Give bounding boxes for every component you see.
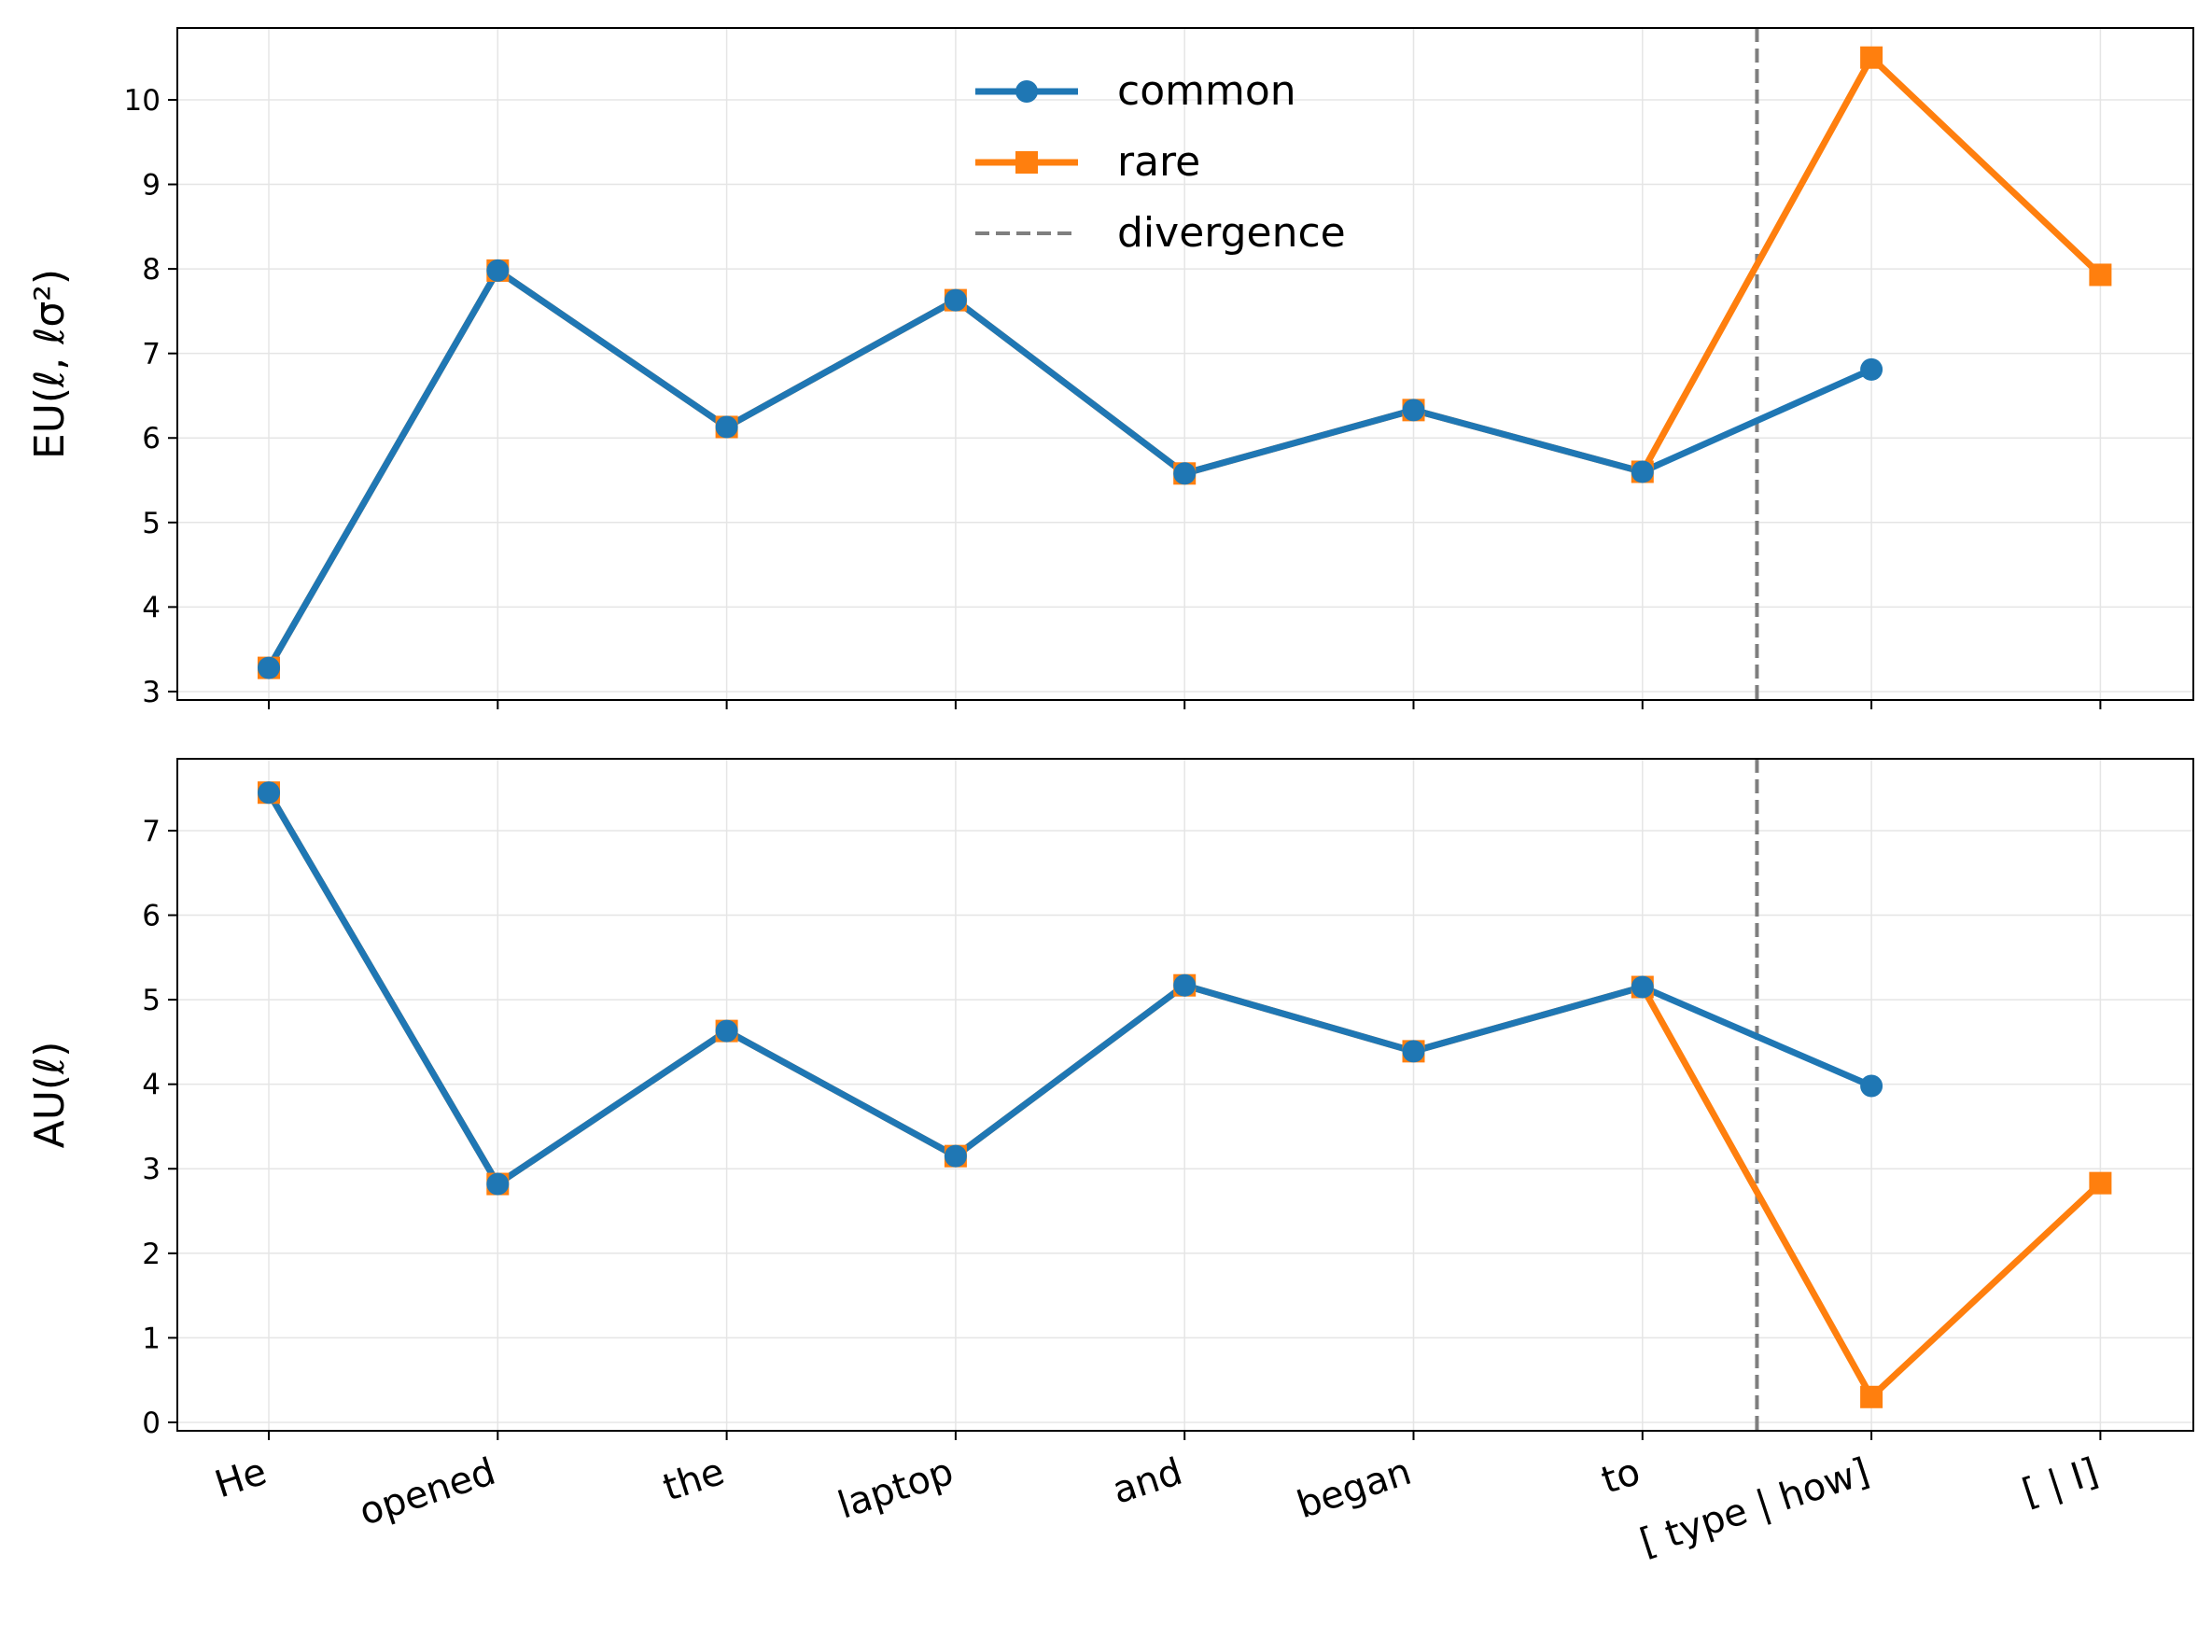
y-tick-label: 10 <box>124 84 161 118</box>
x-tick-label: laptop <box>833 1450 959 1528</box>
axes-frame <box>176 27 2194 701</box>
x-tick-label: and <box>1107 1450 1187 1513</box>
data-point-rare <box>1860 1385 1883 1408</box>
data-point-common <box>1860 357 1883 381</box>
legend: common rare divergence <box>975 67 1346 257</box>
chart-layer: 3 4 5 6 7 8 9 10 EU(ℓ, ℓσ²) 0 1 2 3 4 5 6 7 AU(ℓ) He opened… <box>26 27 2194 1564</box>
legend-label-divergence: divergence <box>1117 209 1346 257</box>
y-tick-label: 3 <box>142 676 161 709</box>
y-axis-label: EU(ℓ, ℓσ²) <box>26 269 74 459</box>
x-tick-label: to <box>1596 1450 1645 1503</box>
legend-marker-rare <box>1015 151 1038 174</box>
data-point-common <box>1631 975 1654 999</box>
x-tick-label: [ | I] <box>2017 1450 2103 1515</box>
y-tick-label: 6 <box>142 900 161 933</box>
data-point-common <box>1173 462 1197 485</box>
y-tick-label: 6 <box>142 422 161 455</box>
data-point-common <box>944 288 967 312</box>
legend-marker-common <box>1015 80 1038 103</box>
y-tick-label: 5 <box>142 507 161 540</box>
y-axis-label: AU(ℓ) <box>26 1042 74 1149</box>
y-tick-label: 5 <box>142 984 161 1017</box>
data-point-common <box>1402 399 1425 422</box>
y-tick-label: 4 <box>142 1069 161 1102</box>
data-point-common <box>258 656 280 679</box>
y-tick-label: 7 <box>142 338 161 371</box>
data-point-common <box>486 1172 510 1196</box>
y-tick-label: 4 <box>142 591 161 624</box>
data-point-rare <box>2089 1171 2112 1195</box>
legend-label-common: common <box>1117 67 1296 115</box>
x-tick-label: the <box>658 1450 730 1510</box>
data-point-common <box>715 1019 738 1043</box>
data-point-common <box>1402 1040 1425 1063</box>
series-line-common <box>265 791 1873 1188</box>
y-tick-label: 7 <box>142 815 161 848</box>
axes-frame <box>176 758 2194 1432</box>
y-tick-label: 9 <box>142 169 161 203</box>
data-point-common <box>1631 460 1654 483</box>
y-tick-label: 8 <box>142 253 161 287</box>
x-tick-label: He <box>210 1450 272 1507</box>
data-point-common <box>715 415 738 439</box>
data-point-common <box>1173 973 1197 997</box>
y-tick-label: 2 <box>142 1238 161 1271</box>
panel-eu: 3 4 5 6 7 8 9 10 EU(ℓ, ℓσ²) <box>26 27 2194 709</box>
data-point-common <box>486 259 510 282</box>
series-line-common <box>265 267 1873 670</box>
data-point-rare <box>1860 46 1883 69</box>
y-tick-label: 3 <box>142 1153 161 1186</box>
panel-au: 0 1 2 3 4 5 6 7 AU(ℓ) <box>26 758 2194 1440</box>
data-point-common <box>258 781 280 805</box>
y-tick-label: 0 <box>142 1407 161 1440</box>
x-tick-label: opened <box>355 1450 501 1534</box>
x-tick-label: [ type | how] <box>1635 1450 1874 1564</box>
legend-label-rare: rare <box>1117 138 1200 186</box>
y-tick-label: 1 <box>142 1322 161 1355</box>
data-point-common <box>944 1144 967 1168</box>
data-point-common <box>1860 1074 1883 1098</box>
x-tick-label: began <box>1292 1450 1416 1527</box>
data-point-rare <box>2089 263 2112 287</box>
